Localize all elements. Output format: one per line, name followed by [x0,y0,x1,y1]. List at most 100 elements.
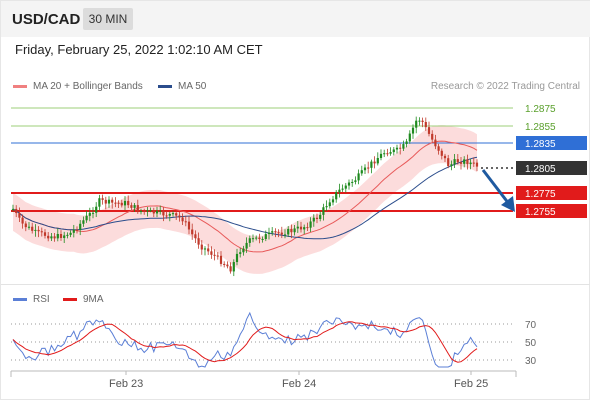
candle-body [159,210,162,212]
candle-body [136,205,139,212]
candle-body [306,227,309,229]
candle-body [178,215,181,218]
candle-body [347,182,351,186]
candle-body [475,162,479,167]
candle-body [114,202,117,204]
candle-body [123,200,127,206]
level-label: 1.2835 [525,139,556,150]
candle-body [431,133,434,140]
level-tag-pivot [516,136,587,150]
candle-body [31,226,34,231]
legend-ma50: MA 50 [158,81,206,92]
level-label: 1.2855 [525,122,556,133]
candle-body [328,202,331,207]
candle-body [187,221,191,230]
header-bar: USD/CAD 30 MIN [1,1,590,37]
candle-body [277,232,280,234]
candle-body [37,229,40,232]
candle-body [184,221,187,223]
candle-body [293,228,296,233]
candle-body [56,233,59,239]
candle-body [21,217,24,224]
level-label: 1.2775 [525,189,556,200]
legend-9ma: 9MA [63,294,104,305]
candle-body [66,234,69,236]
candle-body [59,233,63,238]
candle-body [443,155,447,159]
candle-body [418,120,421,122]
candle-body [34,229,37,231]
candle-body [363,167,367,171]
candle-body [181,217,184,222]
candle-body [437,146,440,151]
candle-body [303,227,306,230]
candle-body [239,252,242,254]
level-label: 1.2755 [525,207,556,218]
candle-body [15,208,18,214]
candle-body [88,212,91,216]
candle-body [447,158,450,167]
candle-body [50,236,53,239]
candle-body [229,266,232,272]
candle-body [280,232,283,235]
candle-body [79,223,82,230]
candle-body [175,213,178,216]
candle-body [472,162,475,164]
candle-body [399,147,402,149]
candle-body [226,264,229,267]
candle-body [395,147,399,150]
candle-body [117,202,120,204]
candle-body [261,238,264,240]
candle-body [152,210,155,214]
candle-body [415,120,418,128]
candle-body [82,220,85,224]
candle-body [194,234,197,239]
legend-swatch [13,84,27,88]
candle-body [85,215,88,221]
candle-body [312,217,315,222]
candle-body [47,235,50,239]
candle-body [258,237,261,239]
legend-swatch [13,297,27,301]
level-label: 1.2805 [525,164,556,175]
x-axis-label: Feb 24 [282,378,316,390]
candle-body [162,210,165,216]
candle-body [290,228,293,233]
candle-body [319,214,322,219]
candle-body [322,207,325,215]
candle-body [450,164,453,167]
candle-body [11,208,15,210]
research-credit: Research © 2022 Trading Central [430,81,580,92]
bollinger-band [13,125,477,274]
candle-body [383,153,386,155]
candle-body [18,213,21,218]
candle-body [357,173,360,181]
rsi-axis-label: 30 [525,356,537,367]
level-label: 1.2875 [525,104,556,115]
candle-body [40,231,43,233]
candle-body [274,231,277,233]
candle-body [24,223,27,228]
ma20-line [12,140,478,253]
rsi-line [12,311,478,368]
candle-body [171,213,175,215]
candle-body [427,127,431,134]
candle-body [360,170,363,174]
level-tag-last [516,161,587,175]
candle-body [434,139,437,147]
candle-body [213,254,216,256]
candle-body [197,238,200,245]
candle-body [469,162,472,165]
candle-body [379,153,383,158]
legend-label: 9MA [83,294,104,305]
candle-body [341,188,344,190]
candle-body [75,229,79,231]
candle-body [402,144,405,149]
rsi-9ma-line [12,321,478,363]
candle-body [127,200,130,206]
timeframe-button[interactable]: 30 MIN [83,8,133,30]
candle-body [296,226,299,229]
projection-arrow [481,169,511,205]
candle-body [386,153,389,155]
candle-body [456,159,459,163]
